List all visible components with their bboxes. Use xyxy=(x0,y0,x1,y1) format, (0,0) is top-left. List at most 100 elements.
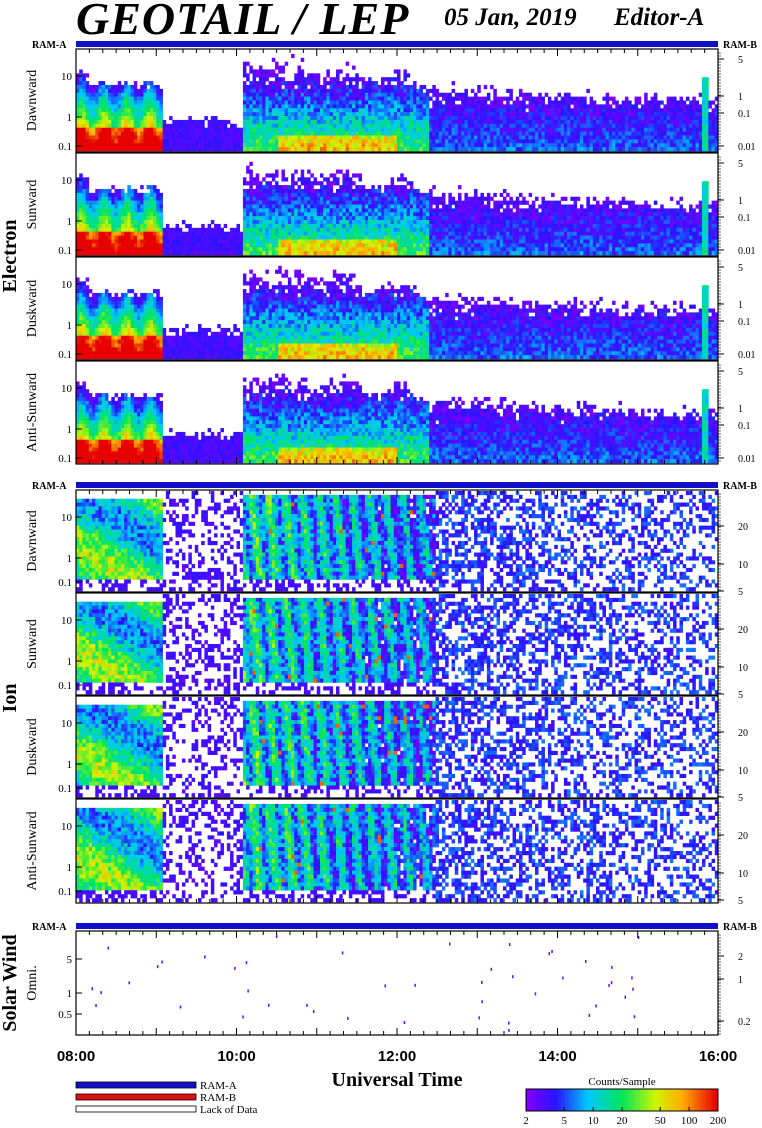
right-tick-label: 20 xyxy=(738,728,748,739)
ram-a-label: RAM-A xyxy=(32,40,67,51)
group-label-electron: Electron xyxy=(0,220,21,293)
group-label-ion: Ion xyxy=(0,684,21,713)
left-tick-label: 10 xyxy=(61,279,73,291)
right-tick-label: 2 xyxy=(738,952,743,963)
left-tick-label: 1 xyxy=(67,988,73,1000)
panel-label-anti-sunward: Anti-Sunward xyxy=(25,811,40,890)
right-tick-label: 5 xyxy=(738,896,743,907)
left-tick-label: 10 xyxy=(61,821,73,833)
ram-a-label: RAM-A xyxy=(32,481,67,492)
colorbar-title: Counts/Sample xyxy=(588,1076,655,1088)
colorbar-tick-label: 2 xyxy=(523,1115,529,1127)
right-tick-label: 5 xyxy=(738,367,743,378)
left-tick-label: 0.1 xyxy=(58,577,72,589)
time-ticks xyxy=(76,931,718,1035)
spectrogram-panel: 10 1 0.1 5 1 0.1 0.01 Duskward xyxy=(25,257,756,361)
left-tick-label: 1 xyxy=(67,553,73,565)
colorbar-tick-label: 100 xyxy=(681,1115,698,1127)
left-tick-label: 10 xyxy=(61,512,73,524)
ram-a-label: RAM-A xyxy=(32,922,67,933)
right-tick-label: 5 xyxy=(738,55,743,66)
left-tick-label: 1 xyxy=(67,759,73,771)
left-tick-label: 1 xyxy=(67,216,73,228)
x-axis-label: Universal Time xyxy=(332,1069,463,1091)
colorbar-tick-label: 10 xyxy=(588,1115,600,1127)
left-tick-label: 1 xyxy=(67,112,73,124)
panel-label-anti-sunward: Anti-Sunward xyxy=(25,373,40,452)
left-tick-label: 0.5 xyxy=(58,1009,72,1021)
right-tick-label: 0.01 xyxy=(738,142,756,153)
left-tick-label: 1 xyxy=(67,656,73,668)
left-tick-label: 5 xyxy=(67,954,73,966)
left-tick-label: 10 xyxy=(61,175,73,187)
right-tick-label: 0.1 xyxy=(738,109,751,120)
colorbar-tick-label: 50 xyxy=(655,1115,667,1127)
right-tick-label: 10 xyxy=(738,560,748,571)
group-label-solar-wind: Solar Wind xyxy=(0,934,21,1031)
spectrogram-panel: 10 1 0.1 5 1 0.1 0.01 Dawnward xyxy=(25,49,756,153)
left-tick-label: 10 xyxy=(61,615,73,627)
right-tick-label: 5 xyxy=(738,263,743,274)
right-tick-label: 0.01 xyxy=(738,454,756,465)
ram-b-label: RAM-B xyxy=(723,922,757,933)
ram-b-label: RAM-B xyxy=(723,481,757,492)
right-tick-label: 20 xyxy=(738,625,748,636)
right-tick-label: 0.1 xyxy=(738,317,751,328)
right-tick-label: 10 xyxy=(738,869,748,880)
right-tick-label: 0.01 xyxy=(738,246,756,257)
right-tick-label: 0.2 xyxy=(738,1017,751,1028)
right-tick-label: 0.1 xyxy=(738,213,751,224)
right-tick-label: 10 xyxy=(738,766,748,777)
x-tick-label: 10:00 xyxy=(217,1048,255,1065)
right-tick-label: 5 xyxy=(738,793,743,804)
legend-label: RAM-A xyxy=(200,1080,237,1092)
spectrogram-panel: 10 1 0.1 20 10 5 Dawnward xyxy=(25,490,748,598)
right-tick-label: 0.1 xyxy=(738,421,751,432)
left-tick-label: 0.1 xyxy=(58,886,72,898)
x-tick-label: 12:00 xyxy=(378,1048,416,1065)
right-tick-label: 5 xyxy=(738,690,743,701)
x-tick-label: 08:00 xyxy=(57,1048,95,1065)
left-tick-label: 0.1 xyxy=(58,453,72,465)
left-tick-label: 0.1 xyxy=(58,141,72,153)
left-tick-label: 10 xyxy=(61,383,73,395)
legend-label: Lack of Data xyxy=(200,1104,258,1116)
x-tick-label: 14:00 xyxy=(538,1048,576,1065)
right-tick-label: 10 xyxy=(738,663,748,674)
panel-label-dawnward: Dawnward xyxy=(25,70,40,131)
right-tick-label: 20 xyxy=(738,522,748,533)
ram-b-label: RAM-B xyxy=(723,40,757,51)
right-tick-label: 20 xyxy=(738,831,748,842)
right-tick-label: 5 xyxy=(738,159,743,170)
panel-label-duskward: Duskward xyxy=(25,280,40,338)
left-tick-label: 10 xyxy=(61,718,73,730)
right-tick-label: 1 xyxy=(738,196,743,207)
left-tick-label: 0.1 xyxy=(58,349,72,361)
left-tick-label: 10 xyxy=(61,71,73,83)
x-tick-label: 16:00 xyxy=(699,1048,737,1065)
panel-label-dawnward: Dawnward xyxy=(25,510,40,571)
panel-label-sunward: Sunward xyxy=(25,180,40,230)
colorbar-tick-label: 200 xyxy=(710,1115,727,1127)
right-tick-label: 1 xyxy=(738,300,743,311)
right-tick-label: 5 xyxy=(738,587,743,598)
left-tick-label: 1 xyxy=(67,320,73,332)
solar-wind-points xyxy=(92,935,640,1032)
legend-label: RAM-B xyxy=(200,1092,236,1104)
colorbar-tick-label: 20 xyxy=(617,1115,629,1127)
left-tick-label: 0.1 xyxy=(58,783,72,795)
panel-label-sunward: Sunward xyxy=(25,619,40,669)
right-tick-label: 1 xyxy=(738,404,743,415)
right-tick-label: 1 xyxy=(738,92,743,103)
right-tick-label: 1 xyxy=(738,975,743,986)
right-tick-label: 0.01 xyxy=(738,350,756,361)
